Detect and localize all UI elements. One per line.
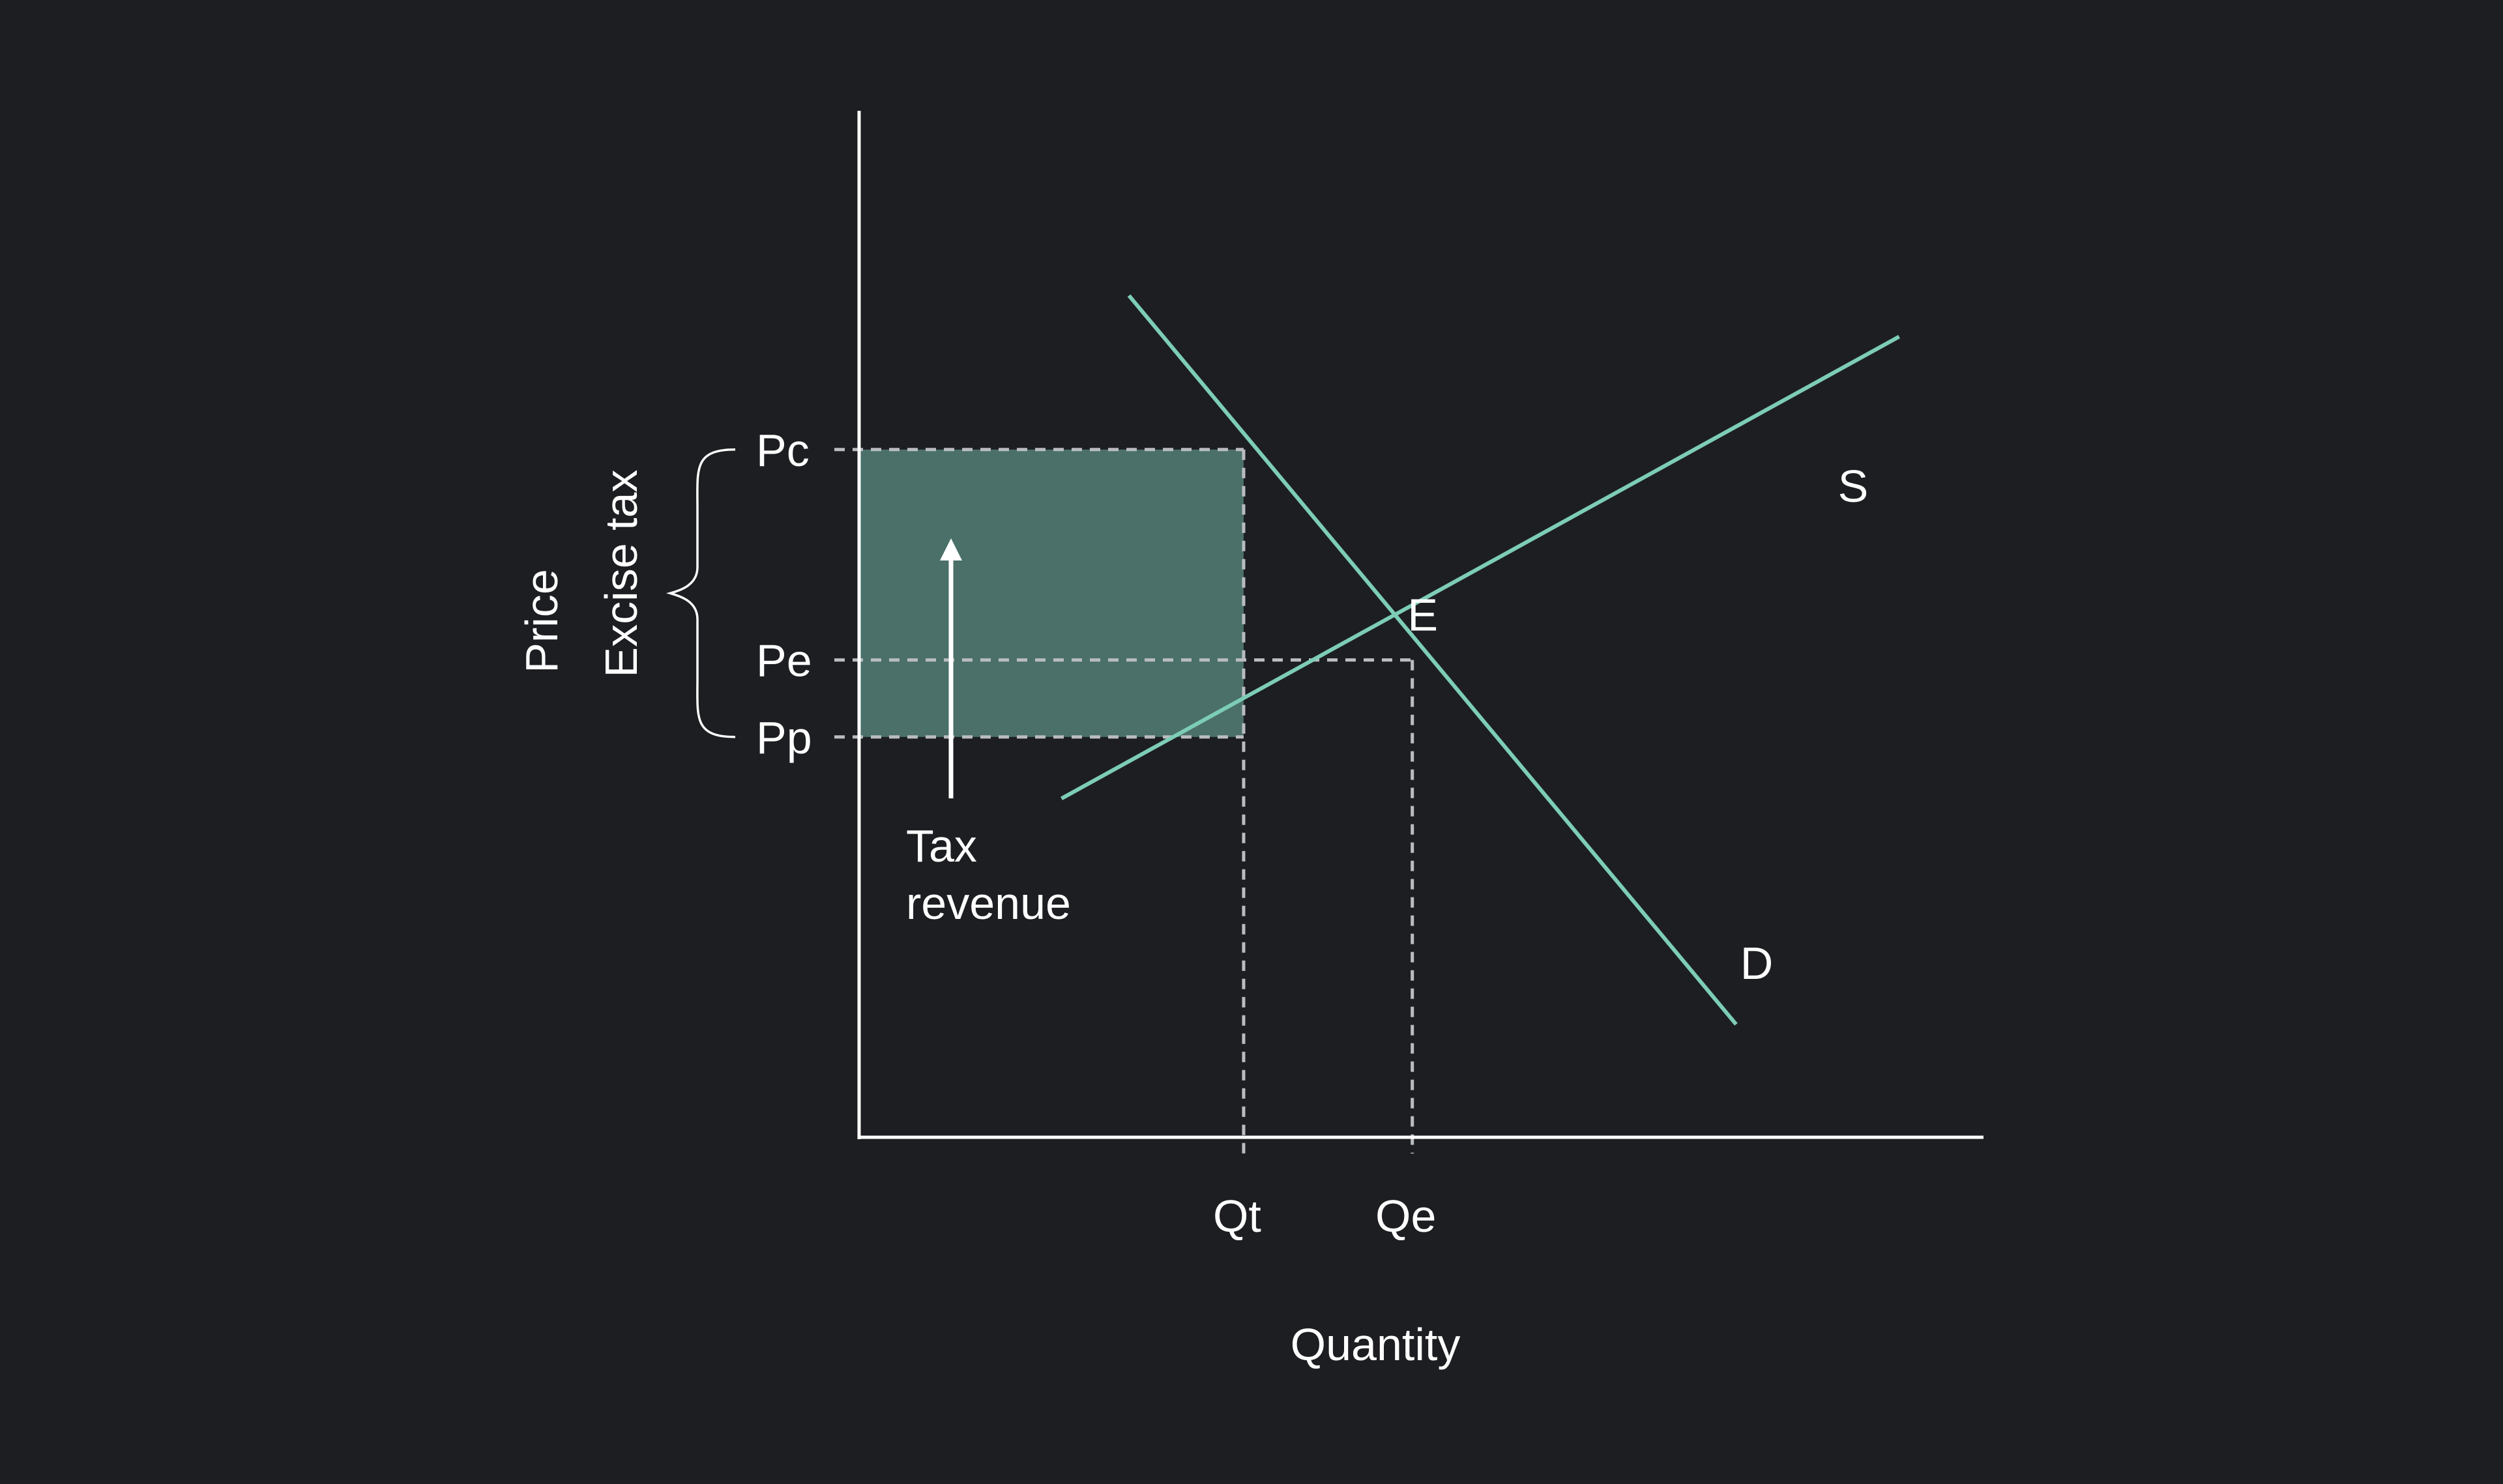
price-tick-labels: Pc Pe Pp <box>756 425 812 763</box>
price-label-pc: Pc <box>756 425 810 476</box>
series-label-d: D <box>1740 938 1774 989</box>
curve-d <box>1127 294 1738 1026</box>
price-label-pe: Pe <box>756 635 812 686</box>
series-label-s: S <box>1838 461 1869 512</box>
excise-tax-label: Excise tax <box>596 470 647 678</box>
supply-demand-curves <box>1061 294 1901 1026</box>
quantity-label-qt: Qt <box>1213 1191 1261 1242</box>
quantity-label-qe: Qe <box>1375 1191 1436 1242</box>
curve-s <box>1061 334 1901 800</box>
excise-tax-brace <box>666 448 736 738</box>
x-axis-title: Quantity <box>1291 1319 1461 1370</box>
series-labels: DS <box>1740 461 1869 989</box>
y-axis-title: Price <box>516 569 567 673</box>
equilibrium-label: E <box>1407 590 1438 641</box>
tax-revenue-arrow-head <box>940 538 962 560</box>
price-label-pp: Pp <box>756 712 812 763</box>
tax-revenue-label-line1: Tax <box>906 821 977 871</box>
tax-revenue-label-line2: revenue <box>906 878 1071 929</box>
tax-revenue-area <box>859 449 1244 737</box>
quantity-tick-labels: Qt Qe <box>1213 1191 1436 1242</box>
